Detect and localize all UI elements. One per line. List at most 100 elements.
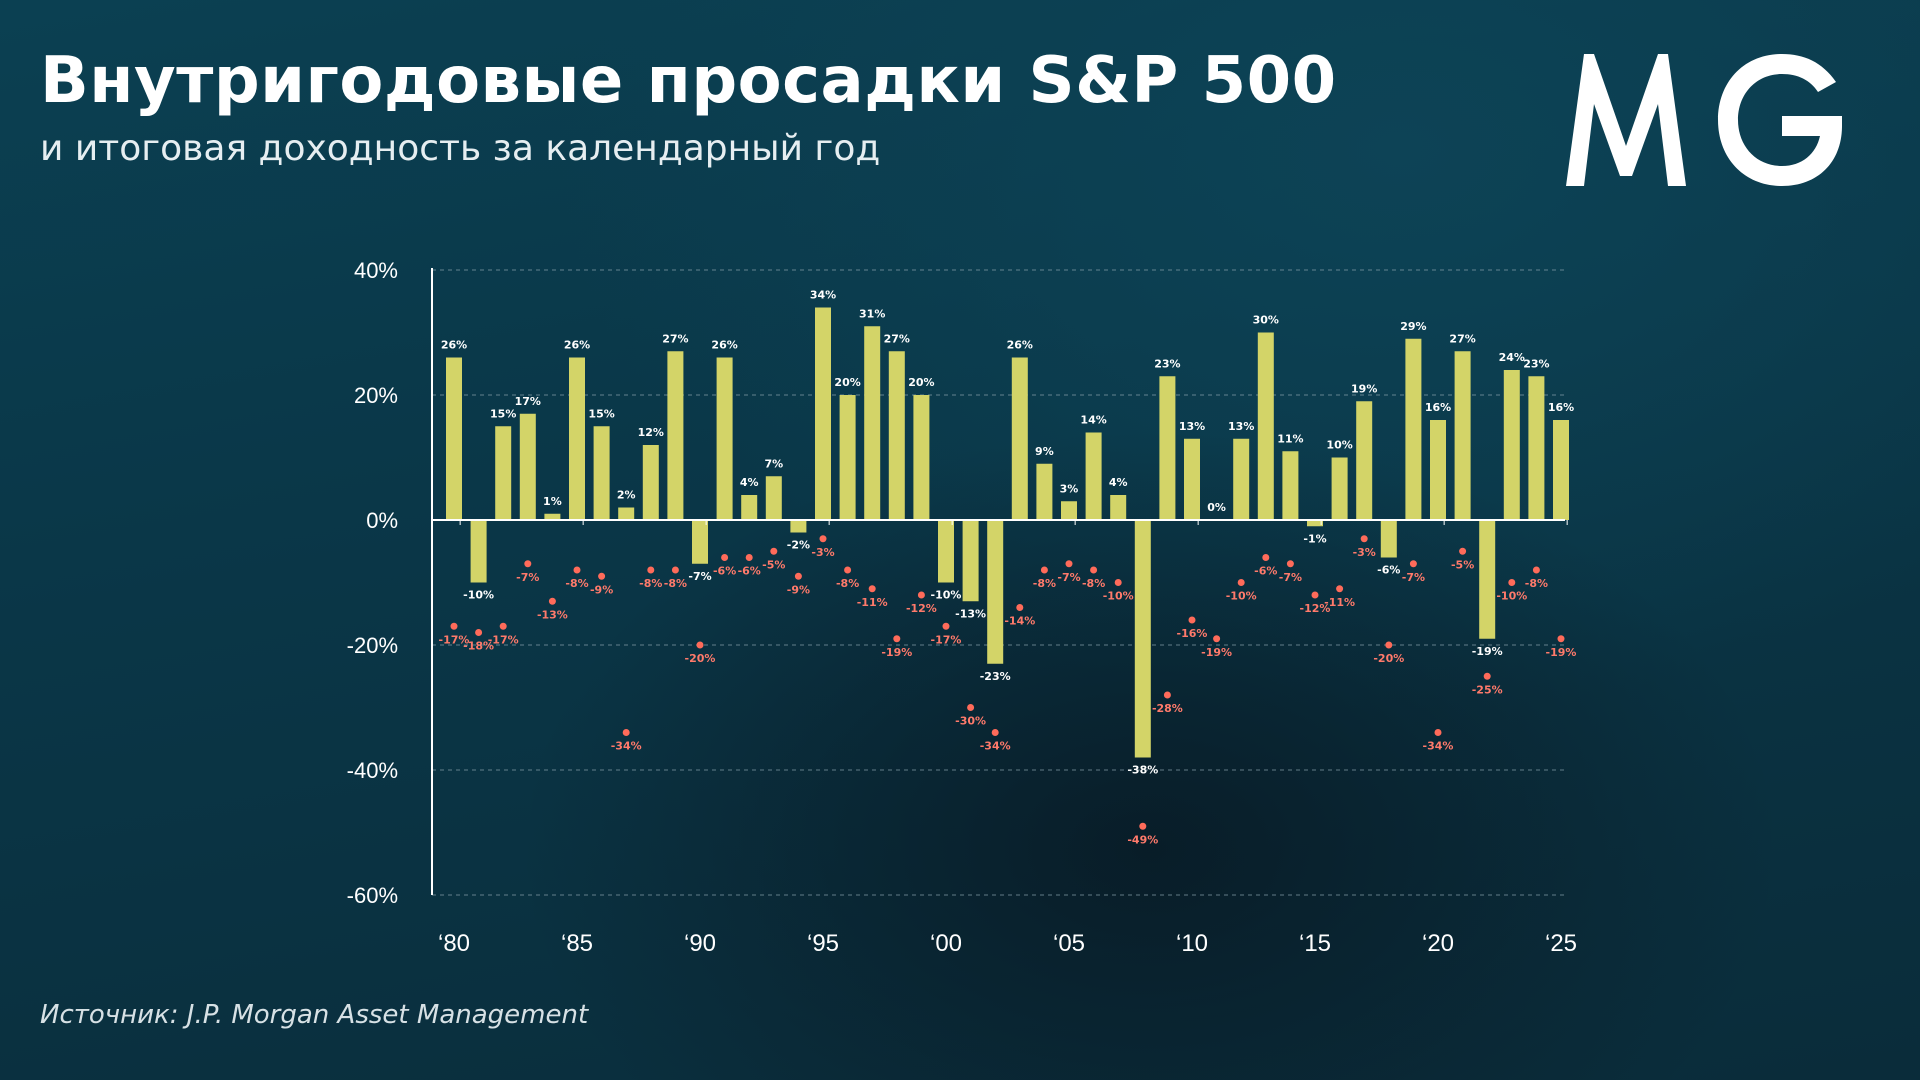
drawdown-dot	[1434, 729, 1442, 736]
drawdown-label: -3%	[811, 546, 834, 559]
bar-value-label: 27%	[1449, 332, 1475, 345]
bar-value-label: -38%	[1127, 764, 1158, 777]
bar	[1159, 376, 1176, 520]
bar-value-label: 16%	[1548, 401, 1574, 414]
bar	[1011, 357, 1028, 520]
bar	[692, 520, 708, 564]
drawdown-label: -34%	[611, 740, 642, 753]
bar	[1430, 420, 1446, 520]
bar	[1356, 401, 1373, 520]
y-tick-label: 20%	[354, 383, 398, 408]
x-tick-label: ‘00	[930, 930, 962, 957]
drawdown-dot	[991, 729, 999, 736]
bars-layer	[446, 307, 1569, 758]
y-tick-label: 0%	[366, 508, 398, 533]
x-tick-label: ‘25	[1545, 930, 1577, 957]
drawdown-label: -7%	[1402, 571, 1425, 584]
bar	[1282, 451, 1299, 520]
drawdown-dot	[819, 535, 827, 543]
drawdown-label: -49%	[1127, 833, 1158, 846]
drawdown-label: -7%	[1279, 571, 1302, 584]
bar-value-label: 34%	[810, 289, 836, 302]
drawdown-label: -25%	[1472, 683, 1503, 696]
bar-value-label: 16%	[1425, 401, 1451, 414]
drawdown-label: -8%	[1525, 577, 1548, 590]
drawdown-dot	[598, 572, 606, 580]
drawdown-dot	[622, 729, 630, 736]
drawdown-label: -12%	[906, 602, 937, 615]
bar-value-label: 17%	[515, 395, 541, 408]
drawdown-dot	[548, 597, 556, 605]
bar-value-label: 20%	[908, 376, 934, 389]
drawdown-dot	[1459, 547, 1467, 555]
bar-value-label: 15%	[588, 407, 614, 420]
bar-value-label: -10%	[463, 589, 494, 602]
bar	[741, 495, 758, 520]
y-tick-label: -60%	[347, 883, 398, 908]
drawdown-label: -10%	[1496, 590, 1527, 603]
drawdown-dot	[671, 566, 679, 574]
bar-value-label: 27%	[884, 332, 910, 345]
drawdown-dot	[1188, 616, 1196, 624]
bar-value-label: 4%	[1109, 476, 1128, 489]
drawdown-label: -28%	[1152, 702, 1183, 715]
source-note: Источник: J.P. Morgan Asset Management	[40, 1000, 589, 1030]
drawdown-label: -8%	[836, 577, 859, 590]
bar-value-label: 31%	[859, 307, 885, 320]
drawdown-label: -14%	[1004, 615, 1035, 628]
drawdown-label: -20%	[685, 652, 716, 665]
bar	[495, 426, 512, 520]
bar	[1184, 438, 1200, 520]
dots-layer	[450, 535, 1565, 830]
bar	[888, 351, 905, 520]
x-tick-label: ‘05	[1053, 930, 1085, 957]
bar	[618, 507, 635, 520]
drawdown-label: -18%	[463, 640, 494, 653]
drawdown-dot	[1336, 585, 1344, 593]
drawdown-label: -6%	[738, 565, 761, 578]
drawdown-label: -5%	[762, 558, 785, 571]
bar	[1134, 520, 1151, 758]
bar-value-label: 3%	[1060, 482, 1079, 495]
bar	[765, 476, 782, 520]
drawdown-label: -19%	[881, 646, 912, 659]
drawdown-dot	[1163, 691, 1171, 699]
bar	[1479, 520, 1496, 639]
bar	[1331, 457, 1348, 520]
drawdown-label: -11%	[1324, 596, 1355, 609]
drawdown-label: -34%	[1423, 740, 1454, 753]
bar	[1503, 370, 1520, 520]
bar-value-label: 13%	[1228, 420, 1254, 433]
x-tick-label: ‘90	[684, 930, 716, 957]
drawdown-label: -13%	[537, 608, 568, 621]
bar	[1454, 351, 1471, 520]
drawdown-label: -8%	[664, 577, 687, 590]
bar-value-label: -6%	[1377, 564, 1400, 577]
drawdown-dot	[1016, 604, 1024, 611]
bar	[864, 326, 881, 520]
bar-value-label: 10%	[1326, 439, 1352, 452]
drawdown-dot	[1532, 566, 1540, 574]
drawdown-dot	[696, 641, 704, 649]
bar	[1110, 495, 1127, 520]
bar	[815, 307, 831, 520]
bar-value-label: 13%	[1179, 420, 1205, 433]
drawdown-label: -10%	[1226, 590, 1257, 603]
y-tick-label: 40%	[354, 258, 398, 283]
x-tick-label: ‘15	[1299, 930, 1331, 957]
drawdown-dot	[745, 554, 753, 561]
y-tick-label: -40%	[347, 758, 398, 783]
drawdown-dot	[967, 704, 975, 711]
bar-value-label: 11%	[1277, 432, 1303, 445]
page-subtitle: и итоговая доходность за календарный год	[40, 128, 881, 169]
x-tick-label: ‘95	[807, 930, 839, 957]
bar	[642, 445, 659, 520]
drawdown-label: -9%	[590, 583, 613, 596]
bar	[790, 520, 807, 533]
bar-value-label: 2%	[617, 489, 636, 502]
drawdown-label: -6%	[713, 565, 736, 578]
bar	[1528, 376, 1545, 520]
drawdown-label: -8%	[565, 577, 588, 590]
bar-value-label: 14%	[1080, 414, 1106, 427]
bar	[1307, 520, 1323, 527]
